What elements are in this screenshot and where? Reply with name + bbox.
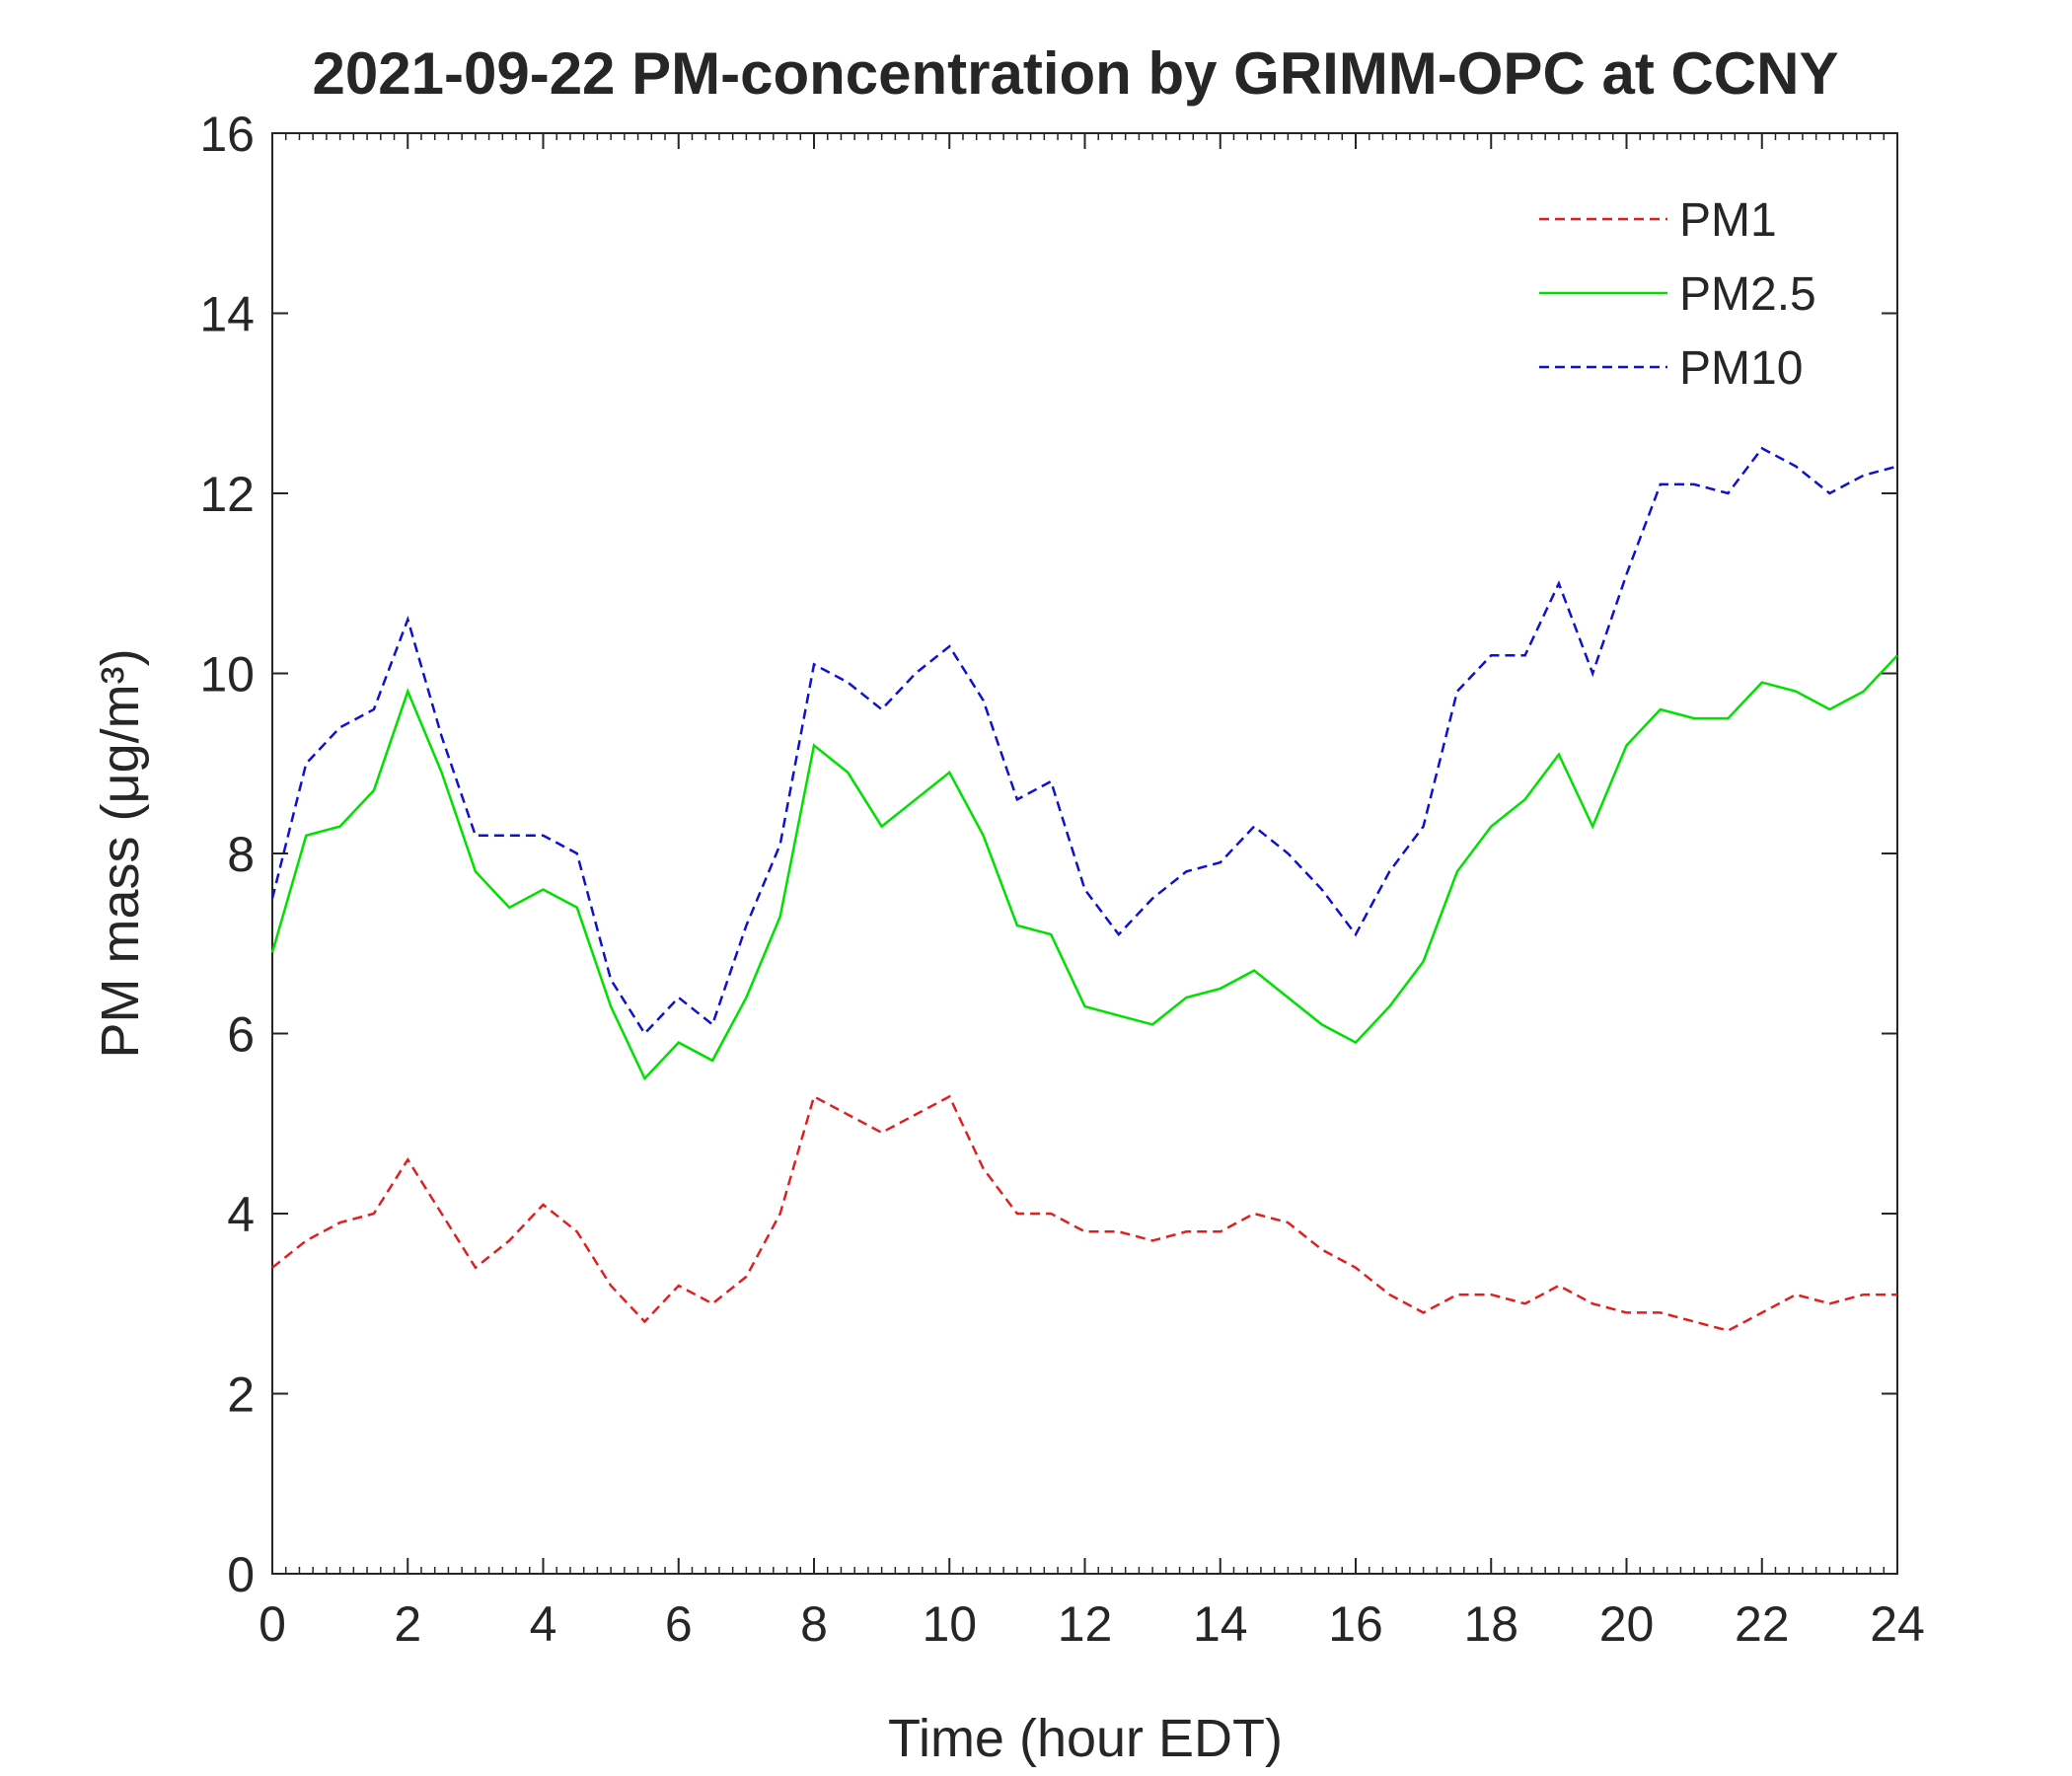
chart-title: 2021-09-22 PM-concentration by GRIMM-OPC… — [313, 40, 1839, 107]
x-tick-label: 14 — [1193, 1596, 1248, 1652]
legend-label: PM1 — [1679, 194, 1777, 247]
x-tick-label: 2 — [394, 1596, 421, 1652]
x-tick-label: 24 — [1870, 1596, 1925, 1652]
x-tick-label: 8 — [800, 1596, 828, 1652]
series-line — [270, 654, 1898, 1081]
series-line — [270, 446, 1898, 1036]
y-tick-label: 4 — [227, 1187, 255, 1242]
plot-frame — [271, 132, 1898, 1575]
x-axis-label: Time (hour EDT) — [888, 1709, 1283, 1768]
x-tick-label: 22 — [1735, 1596, 1790, 1652]
x-tick-label: 12 — [1058, 1596, 1113, 1652]
y-axis-label: PM mass (μg/m³) — [91, 648, 150, 1058]
y-tick-label: 16 — [199, 107, 255, 162]
y-tick-label: 8 — [227, 827, 255, 882]
legend-label: PM2.5 — [1679, 268, 1816, 321]
y-tick-label: 0 — [227, 1547, 255, 1602]
x-tick-label: 0 — [259, 1596, 286, 1652]
legend-label: PM10 — [1679, 342, 1803, 395]
y-tick-label: 14 — [199, 287, 255, 342]
series-line — [271, 1094, 1897, 1332]
y-tick-label: 6 — [227, 1007, 255, 1063]
y-tick-label: 2 — [227, 1368, 255, 1423]
x-tick-label: 10 — [922, 1596, 977, 1652]
y-tick-label: 12 — [199, 467, 255, 522]
x-tick-label: 20 — [1599, 1596, 1655, 1652]
x-tick-label: 4 — [530, 1596, 557, 1652]
x-tick-label: 6 — [665, 1596, 693, 1652]
y-tick-label: 10 — [199, 647, 255, 703]
x-tick-label: 18 — [1463, 1596, 1518, 1652]
x-tick-label: 16 — [1328, 1596, 1383, 1652]
